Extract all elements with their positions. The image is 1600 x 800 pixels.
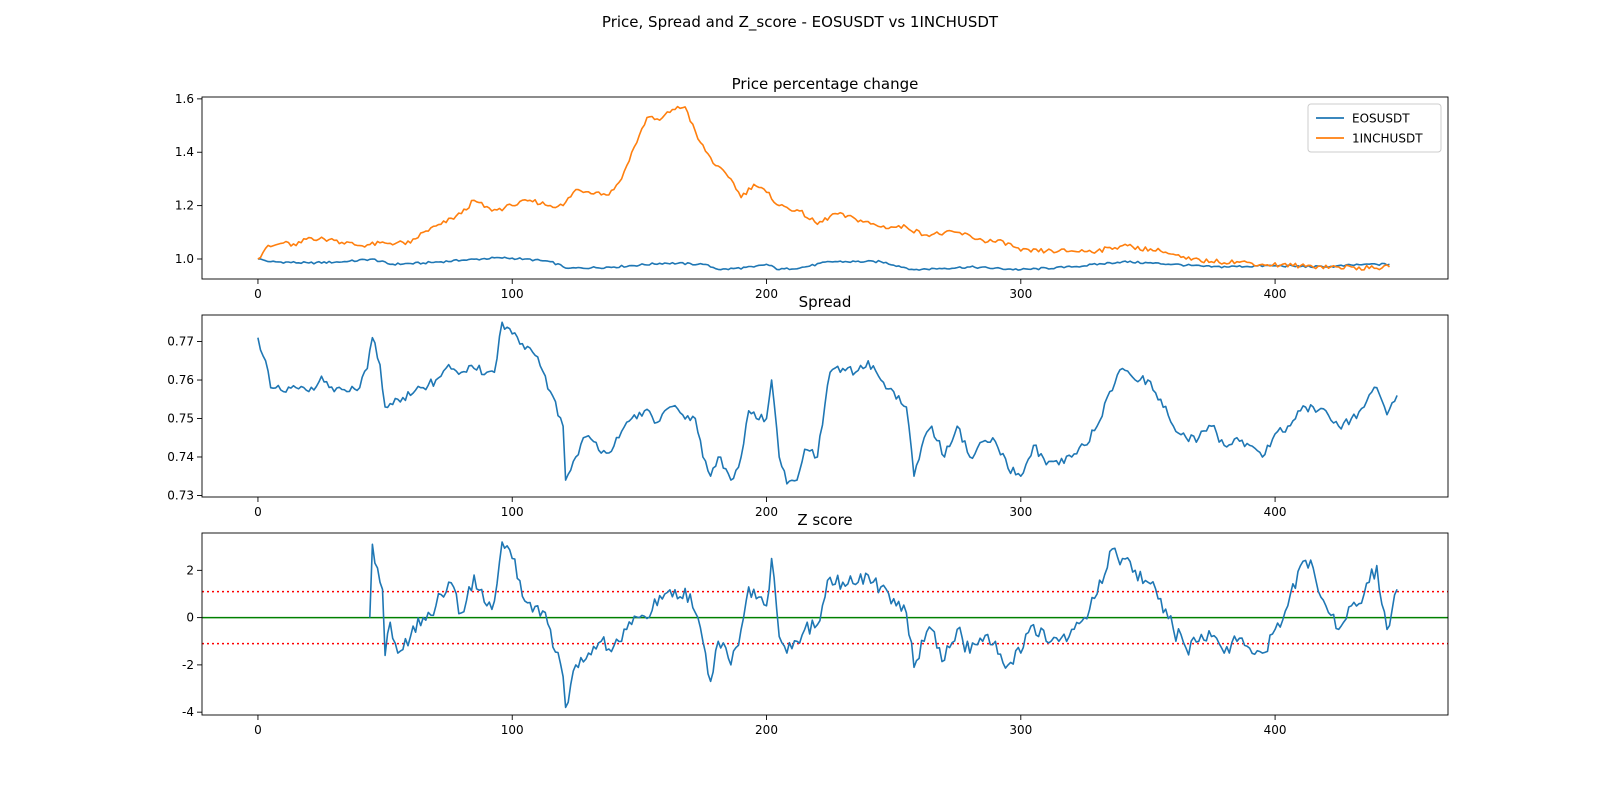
x-tick: 100 (501, 497, 524, 519)
plot-area (257, 105, 1391, 271)
x-tick-label: 0 (254, 505, 262, 519)
legend-label: EOSUSDT (1352, 112, 1410, 126)
x-tick-label: 200 (755, 723, 778, 737)
y-tick-label: -2 (182, 658, 194, 672)
y-tick-label: 1.0 (175, 252, 194, 266)
y-tick-label: 1.6 (175, 92, 194, 106)
x-tick-label: 200 (755, 505, 778, 519)
x-tick-label: 400 (1264, 505, 1287, 519)
y-tick: -4 (182, 705, 202, 719)
y-tick: 1.6 (175, 92, 202, 106)
y-tick: 0.73 (167, 488, 202, 502)
y-tick-label: 0 (186, 611, 194, 625)
x-tick: 400 (1264, 715, 1287, 737)
y-tick: -2 (182, 658, 202, 672)
price-chart: 0 100 200 300 400 1.0 1.2 1.4 1.6 Price percentag… (175, 75, 1449, 301)
y-tick: 1.2 (175, 199, 202, 213)
y-tick-label: -4 (182, 705, 194, 719)
zscore-chart: 0 100 200 300 400 -4 -2 0 2 Z score (182, 511, 1449, 737)
x-tick-label: 0 (254, 723, 262, 737)
x-tick-label: 100 (501, 505, 524, 519)
x-tick: 100 (501, 279, 524, 301)
legend-label: 1INCHUSDT (1352, 132, 1423, 146)
y-tick: 1.4 (175, 145, 202, 159)
chart-title: Z score (797, 511, 852, 529)
figure-suptitle: Price, Spread and Z_score - EOSUSDT vs 1… (602, 13, 999, 32)
x-tick-label: 200 (755, 287, 778, 301)
eosusdt-line (257, 256, 1390, 271)
x-tick-label: 0 (254, 287, 262, 301)
x-tick: 300 (1009, 497, 1032, 519)
y-tick: 1.0 (175, 252, 202, 266)
x-tick: 400 (1264, 279, 1287, 301)
axes-frame (201, 96, 1449, 280)
x-tick: 0 (254, 715, 262, 737)
legend-box (1307, 103, 1442, 153)
series-line (369, 541, 1398, 709)
x-tick: 400 (1264, 497, 1287, 519)
y-tick: 2 (186, 563, 202, 577)
x-tick-label: 300 (1009, 723, 1032, 737)
x-tick-label: 100 (501, 287, 524, 301)
chart-title: Spread (799, 293, 852, 311)
series-line (257, 321, 1398, 485)
x-tick: 0 (254, 279, 262, 301)
y-tick-label: 1.2 (175, 199, 194, 213)
y-tick-label: 0.77 (167, 335, 194, 349)
x-tick-label: 300 (1009, 287, 1032, 301)
x-tick-label: 400 (1264, 723, 1287, 737)
y-tick-label: 0.74 (167, 450, 194, 464)
x-tick: 200 (755, 715, 778, 737)
axes-frame (201, 314, 1449, 498)
y-tick: 0.74 (167, 450, 202, 464)
y-tick-label: 0.73 (167, 488, 194, 502)
y-tick: 0 (186, 611, 202, 625)
x-tick: 100 (501, 715, 524, 737)
y-tick: 0.76 (167, 373, 202, 387)
x-tick-label: 400 (1264, 287, 1287, 301)
x-tick: 300 (1009, 715, 1032, 737)
x-tick: 200 (755, 279, 778, 301)
y-tick-label: 0.75 (167, 412, 194, 426)
x-tick: 200 (755, 497, 778, 519)
plot-area (202, 541, 1448, 709)
x-tick-label: 300 (1009, 505, 1032, 519)
plot-area (257, 321, 1398, 485)
legend: EOSUSDT 1INCHUSDT (1307, 103, 1442, 153)
axes-frame (201, 532, 1449, 716)
y-tick-label: 1.4 (175, 145, 194, 159)
y-tick: 0.75 (167, 412, 202, 426)
y-tick-label: 2 (186, 563, 194, 577)
y-tick-label: 0.76 (167, 373, 194, 387)
y-tick: 0.77 (167, 335, 202, 349)
x-tick: 300 (1009, 279, 1032, 301)
1inchusdt-line (257, 105, 1391, 271)
x-tick: 0 (254, 497, 262, 519)
chart-title: Price percentage change (732, 75, 919, 93)
x-tick-label: 100 (501, 723, 524, 737)
spread-chart: 0 100 200 300 400 0.73 0.74 0.75 0.76 0.77 Spread (167, 293, 1449, 519)
